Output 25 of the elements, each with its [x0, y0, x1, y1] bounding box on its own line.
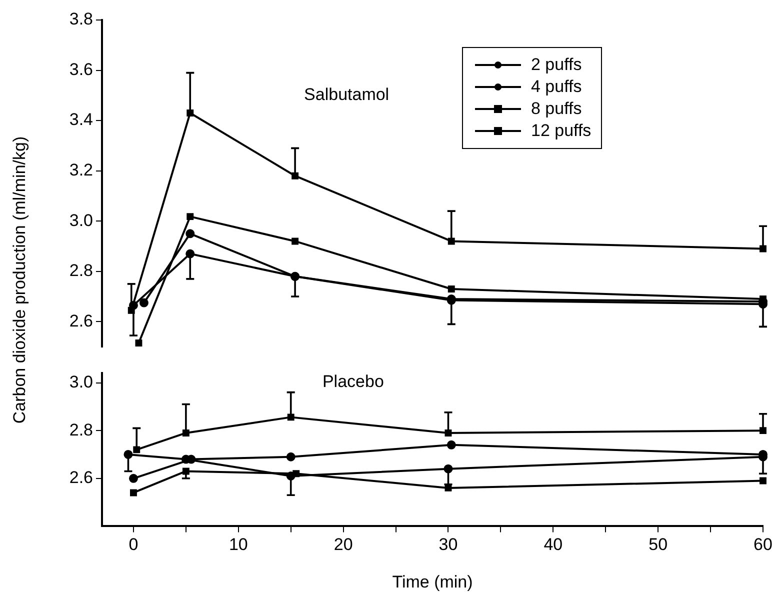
x-tick-label: 10	[228, 535, 248, 554]
annotation: Placebo	[322, 372, 384, 392]
x-tick-label: 20	[334, 535, 353, 554]
legend-label: 4 puffs	[531, 77, 582, 97]
legend-label: 12 puffs	[531, 121, 592, 141]
x-tick-label: 50	[648, 535, 668, 554]
x-tick-label: 0	[128, 535, 138, 554]
y-tick-label: 2.6	[69, 311, 93, 330]
y-tick-label: 2.6	[69, 468, 93, 488]
y-tick-label: 3.2	[69, 160, 93, 180]
x-tick-label: 60	[754, 535, 772, 554]
y-tick-label: 2.8	[69, 420, 93, 440]
y-tick-label: 2.8	[69, 261, 93, 280]
x-axis-title: Time (min)	[392, 572, 473, 592]
y-tick-label: 3.8	[69, 10, 93, 29]
x-tick-label: 30	[438, 535, 458, 554]
y-tick-label: 3.6	[69, 60, 93, 79]
legend-label: 2 puffs	[531, 55, 582, 75]
y-tick-label: 3.0	[69, 210, 93, 230]
legend-label: 8 puffs	[531, 99, 582, 119]
x-tick-label: 40	[544, 535, 563, 554]
y-tick-label: 3.0	[69, 372, 93, 392]
y-tick-label: 3.4	[69, 110, 93, 130]
annotation: Salbutamol	[304, 84, 390, 104]
y-axis-title: Carbon dioxide production (ml/min/kg)	[10, 135, 30, 426]
